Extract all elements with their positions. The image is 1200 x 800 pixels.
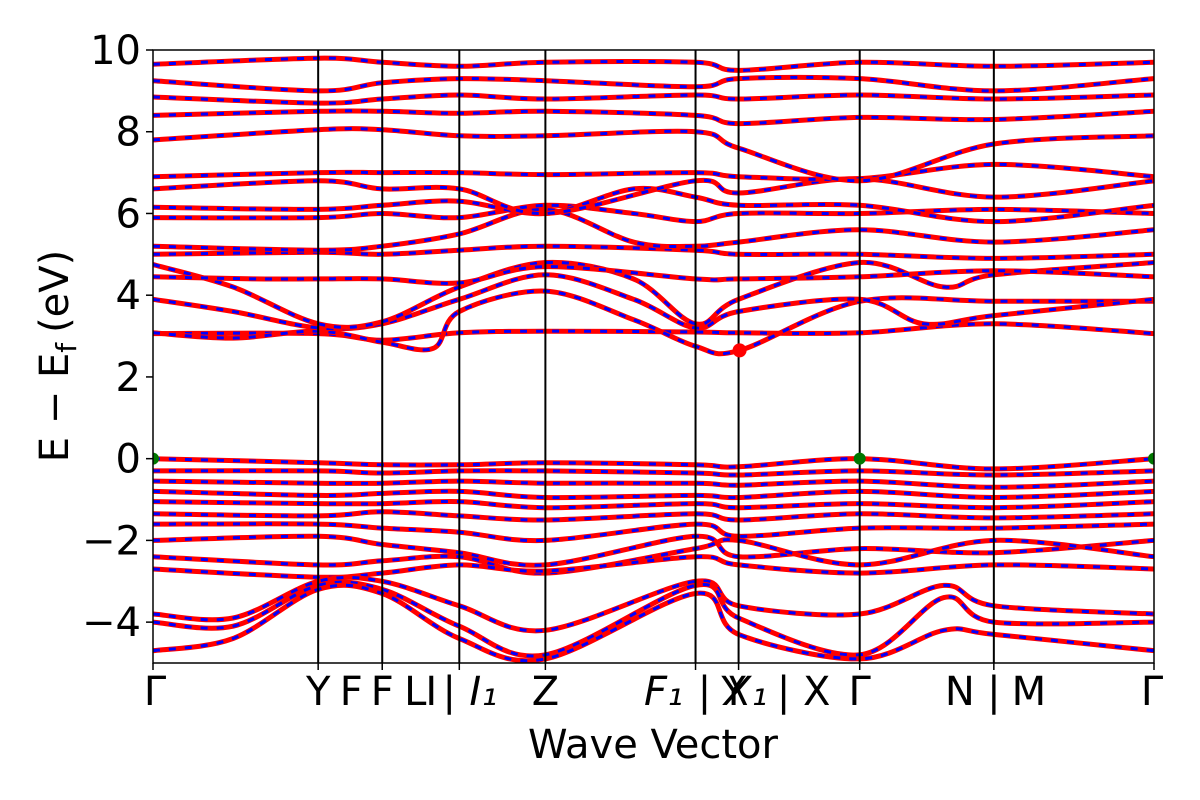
plot-frame xyxy=(152,49,1155,664)
band-down-19 xyxy=(153,489,1154,500)
y-axis-label-main: E − E xyxy=(32,353,78,463)
y-axis-label: E − Ef (eV) xyxy=(32,250,83,463)
x-tick-label-10: | xyxy=(698,669,711,715)
band-down-20 xyxy=(153,499,1154,510)
x-tick-label-7: I₁ xyxy=(469,669,497,715)
cbm-marker-0 xyxy=(732,343,747,358)
band-up-14 xyxy=(153,74,1154,94)
vbm-marker-2 xyxy=(1148,452,1154,465)
band-down-7 xyxy=(153,203,1154,224)
x-tick-label-5: I xyxy=(425,669,437,715)
y-tick-label-3: 2 xyxy=(116,355,141,401)
x-tick-label-13: | xyxy=(777,669,790,715)
x-tick-label-17: | xyxy=(987,669,1000,715)
y-tick-label-1: −2 xyxy=(82,518,141,564)
y-tick-label-5: 6 xyxy=(116,191,141,237)
band-up-15 xyxy=(153,55,1154,73)
x-tick-label-1: Y xyxy=(305,669,331,715)
band-lines xyxy=(153,55,1154,663)
y-tick-label-2: 0 xyxy=(116,437,141,483)
band-down-11 xyxy=(153,127,1154,183)
band-down-12 xyxy=(153,109,1154,126)
x-tick-label-19: Γ xyxy=(1141,669,1164,715)
y-tick-label-4: 4 xyxy=(116,273,141,319)
x-tick-label-3: F xyxy=(371,669,394,715)
x-tick-label-6: | xyxy=(443,669,456,715)
x-tick-label-14: X xyxy=(803,669,830,715)
y-tick-label-6: 8 xyxy=(116,110,141,156)
band-down-24 xyxy=(153,538,1154,575)
kpoint-lines xyxy=(317,50,995,663)
x-tick-label-9: F₁ xyxy=(644,669,683,715)
x-tick-label-8: Z xyxy=(532,669,559,715)
band-down-5 xyxy=(153,244,1154,260)
band-down-23 xyxy=(153,534,1154,567)
vbm-marker-0 xyxy=(153,452,159,465)
x-tick-label-2: F xyxy=(340,669,363,715)
band-down-18 xyxy=(153,479,1154,489)
band-down-22 xyxy=(153,522,1154,543)
band-down-15 xyxy=(153,56,1154,72)
y-axis-label-unit: (eV) xyxy=(32,250,78,333)
band-down-17 xyxy=(153,469,1154,477)
band-down-21 xyxy=(153,510,1154,522)
band-down-16 xyxy=(153,457,1154,471)
band-down-27 xyxy=(153,580,1154,658)
band-up-6 xyxy=(153,206,1154,253)
y-axis-ticks: −4 −2 0 2 4 6 8 10 xyxy=(82,28,153,646)
x-tick-label-12: X₁ xyxy=(722,669,767,715)
y-tick-label-7: 10 xyxy=(90,28,141,74)
x-axis-label: Wave Vector xyxy=(528,722,779,768)
x-tick-label-15: Γ xyxy=(849,669,872,715)
y-axis-label-sub: f xyxy=(50,342,83,353)
extrema-markers xyxy=(153,343,1154,465)
y-tick-label-0: −4 xyxy=(82,600,141,646)
band-down-14 xyxy=(153,75,1154,93)
x-tick-label-18: M xyxy=(1012,669,1047,715)
x-tick-label-0: Γ xyxy=(144,669,167,715)
band-down-9 xyxy=(153,177,1154,216)
x-tick-label-4: L xyxy=(404,669,427,715)
x-tick-label-16: N xyxy=(945,669,975,715)
band-up-4 xyxy=(153,264,1154,286)
band-down-10 xyxy=(153,162,1154,181)
band-up-28 xyxy=(153,582,1154,663)
band-down-13 xyxy=(153,93,1154,105)
band-up-8 xyxy=(153,185,1154,225)
x-tick-label-11: Y xyxy=(720,669,746,715)
vbm-marker-1 xyxy=(853,452,866,465)
x-axis-ticks: Γ Y F F LI | I₁ Z F₁ | YX₁ | X Γ N | M Γ xyxy=(144,663,1164,715)
